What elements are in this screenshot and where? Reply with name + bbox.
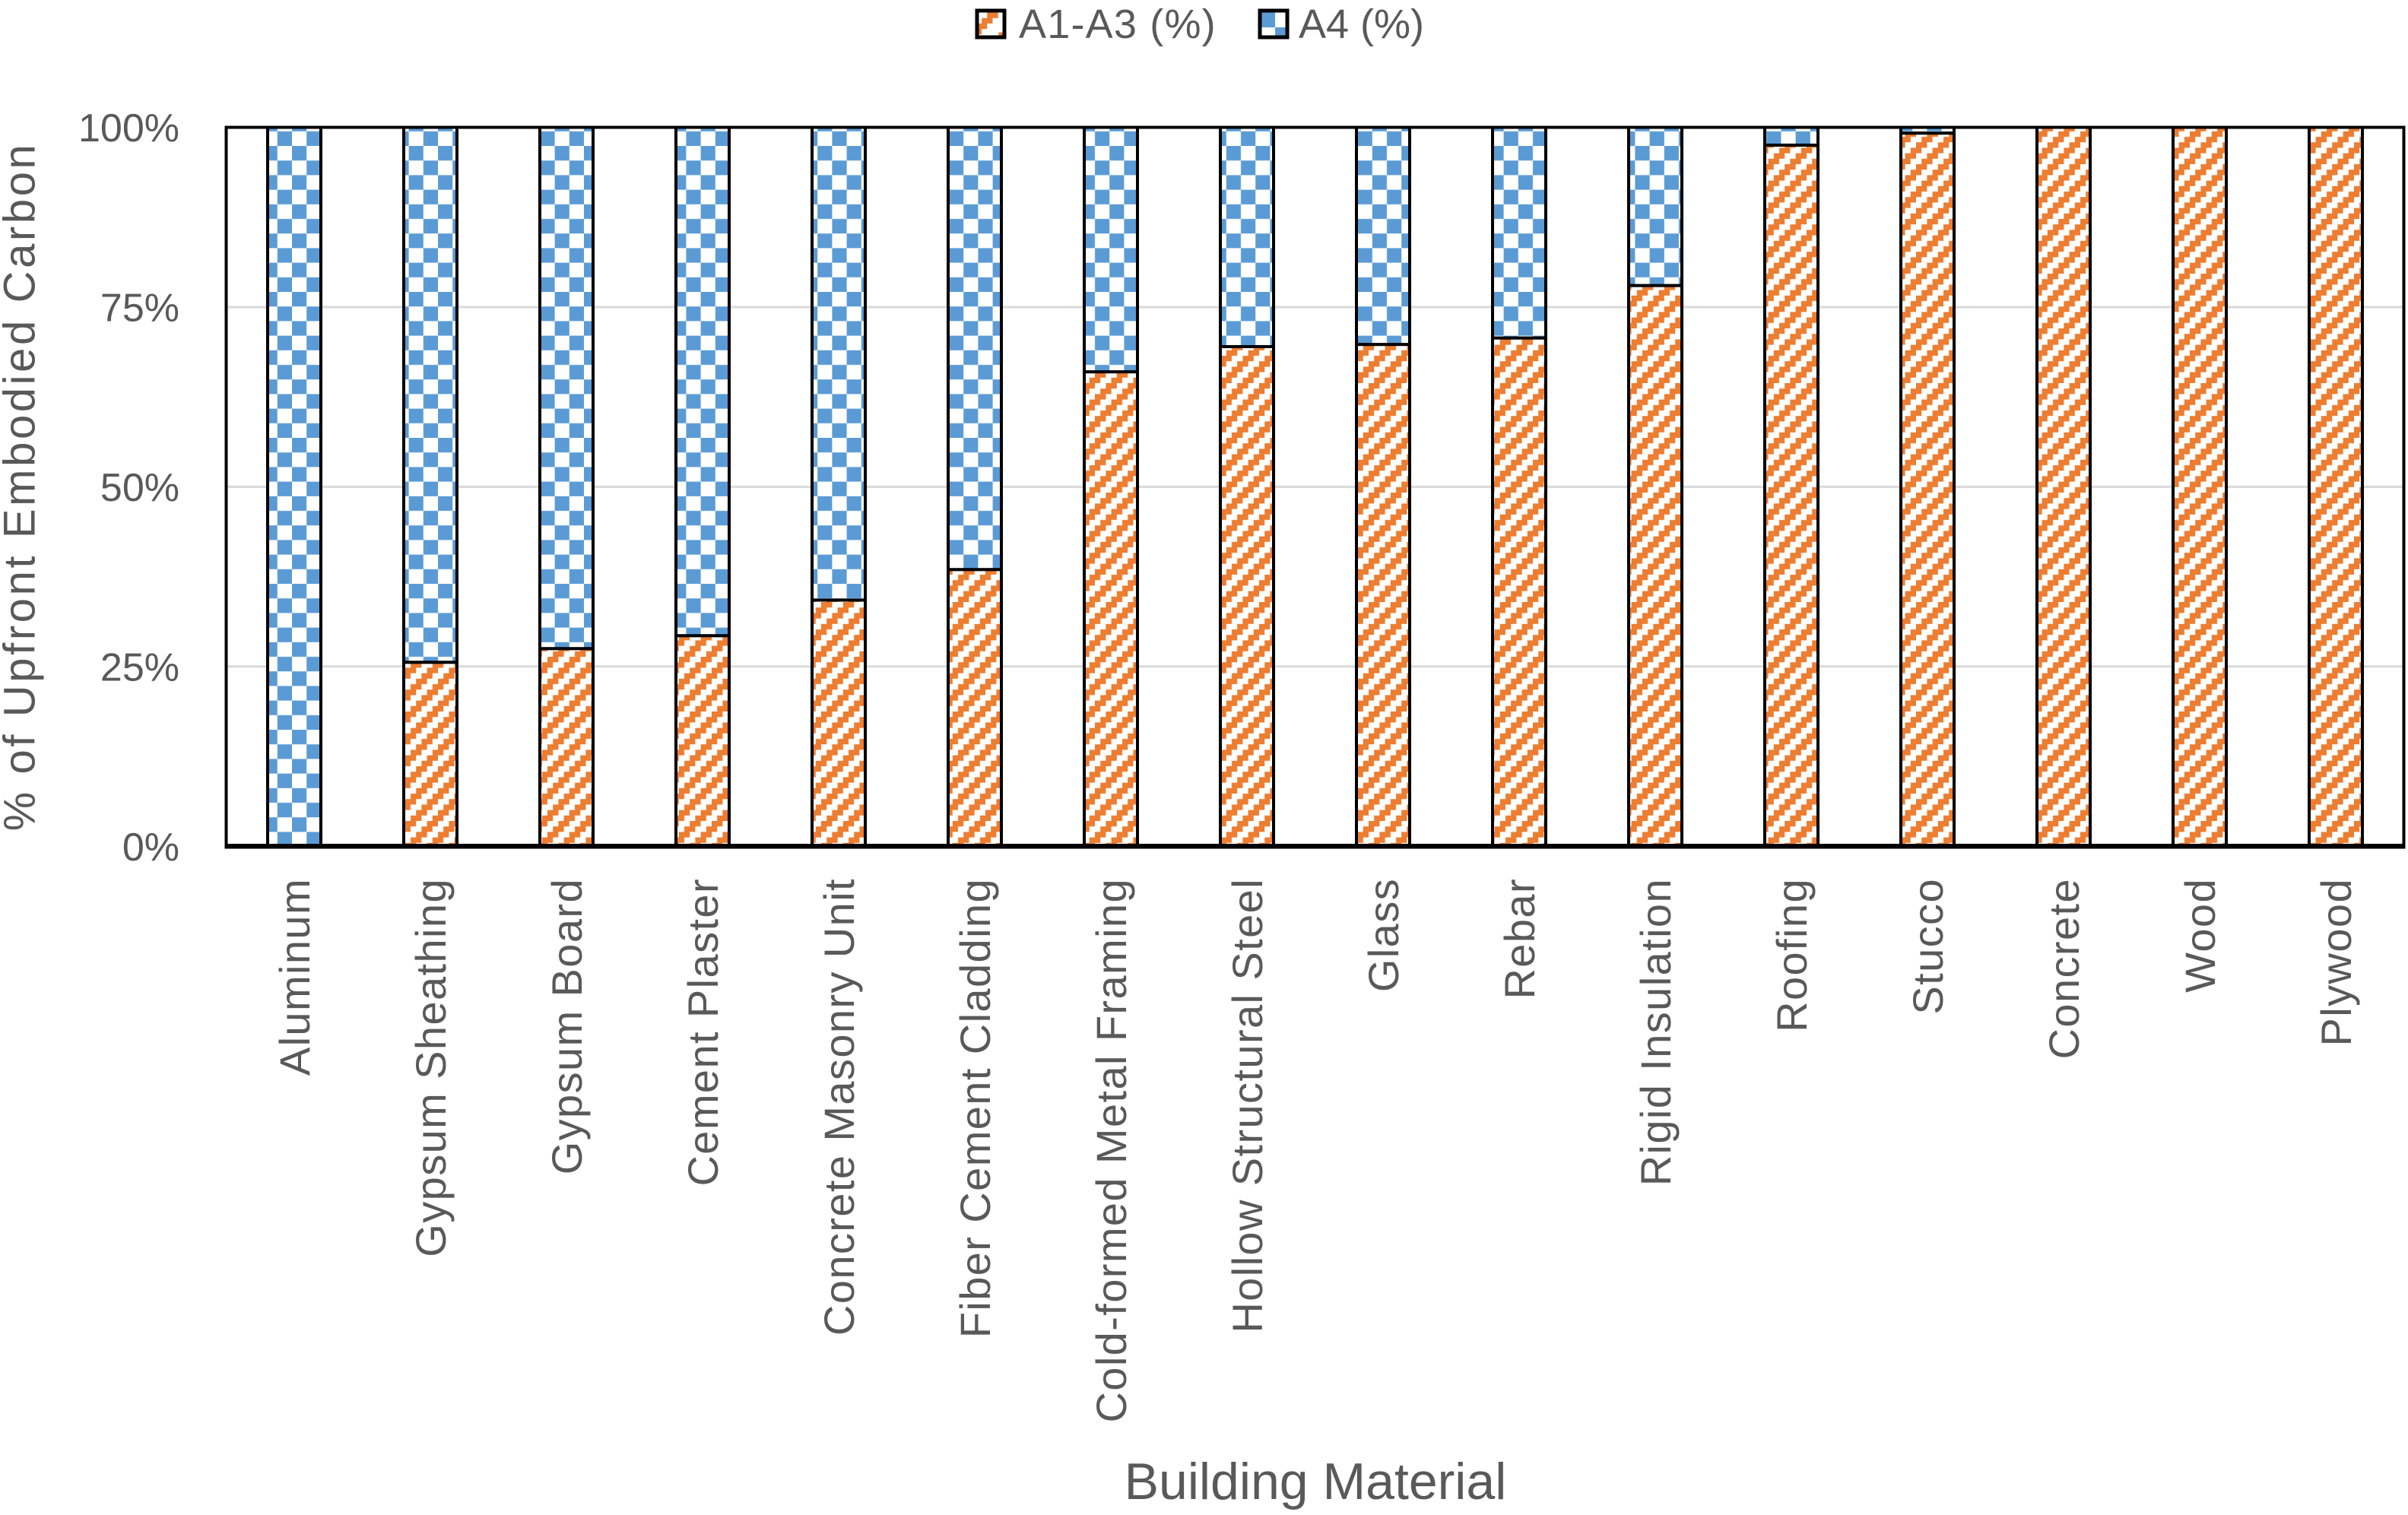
svg-text:50%: 50% xyxy=(100,466,179,510)
svg-text:A1-A3 (%): A1-A3 (%) xyxy=(1019,2,1217,47)
svg-text:Stucco: Stucco xyxy=(1904,878,1952,1015)
svg-text:Rigid Insulation: Rigid Insulation xyxy=(1632,878,1680,1186)
svg-text:25%: 25% xyxy=(100,645,179,689)
svg-text:Aluminum: Aluminum xyxy=(271,878,319,1076)
svg-text:Concrete: Concrete xyxy=(2040,878,2088,1059)
svg-text:0%: 0% xyxy=(122,826,179,870)
svg-text:Building Material: Building Material xyxy=(1125,1453,1507,1510)
svg-text:A4 (%): A4 (%) xyxy=(1299,2,1424,47)
svg-text:Concrete Masonry Unit: Concrete Masonry Unit xyxy=(815,878,863,1336)
svg-text:Wood: Wood xyxy=(2176,878,2224,993)
svg-text:Rebar: Rebar xyxy=(1496,878,1543,1000)
svg-text:Fiber Cement Cladding: Fiber Cement Cladding xyxy=(951,878,999,1338)
svg-text:Glass: Glass xyxy=(1359,878,1407,992)
svg-text:100%: 100% xyxy=(78,106,179,151)
svg-text:Cold-formed Metal Framing: Cold-formed Metal Framing xyxy=(1087,878,1135,1423)
svg-text:% of Upfront Embodied Carbon: % of Upfront Embodied Carbon xyxy=(0,142,45,832)
svg-text:Hollow Structural Steel: Hollow Structural Steel xyxy=(1223,878,1271,1333)
svg-text:Cement Plaster: Cement Plaster xyxy=(679,878,727,1187)
svg-text:Gypsum Board: Gypsum Board xyxy=(543,878,591,1174)
svg-text:Plywood: Plywood xyxy=(2312,878,2360,1046)
svg-text:Gypsum Sheathing: Gypsum Sheathing xyxy=(407,878,455,1257)
svg-text:Roofing: Roofing xyxy=(1768,878,1816,1032)
svg-text:75%: 75% xyxy=(100,286,179,330)
